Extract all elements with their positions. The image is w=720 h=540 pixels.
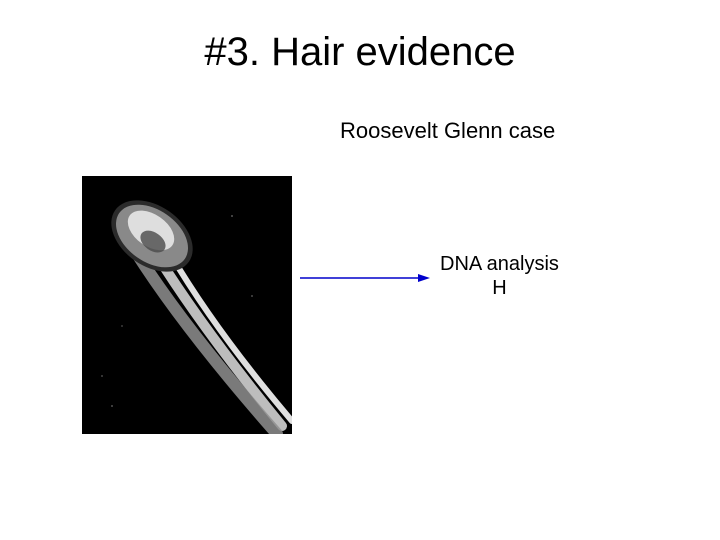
arrow-icon: [300, 273, 430, 283]
arrow-to-dna: [300, 270, 430, 280]
slide: #3. Hair evidence Roosevelt Glenn case: [0, 0, 720, 540]
case-name: Roosevelt Glenn case: [340, 118, 555, 144]
hair-micrograph: [82, 176, 292, 434]
dna-label: DNA analysis H: [440, 252, 559, 300]
dna-line-2: H: [440, 276, 559, 300]
hair-svg: [82, 176, 292, 434]
slide-title: #3. Hair evidence: [0, 30, 720, 75]
dna-line-1: DNA analysis: [440, 252, 559, 276]
